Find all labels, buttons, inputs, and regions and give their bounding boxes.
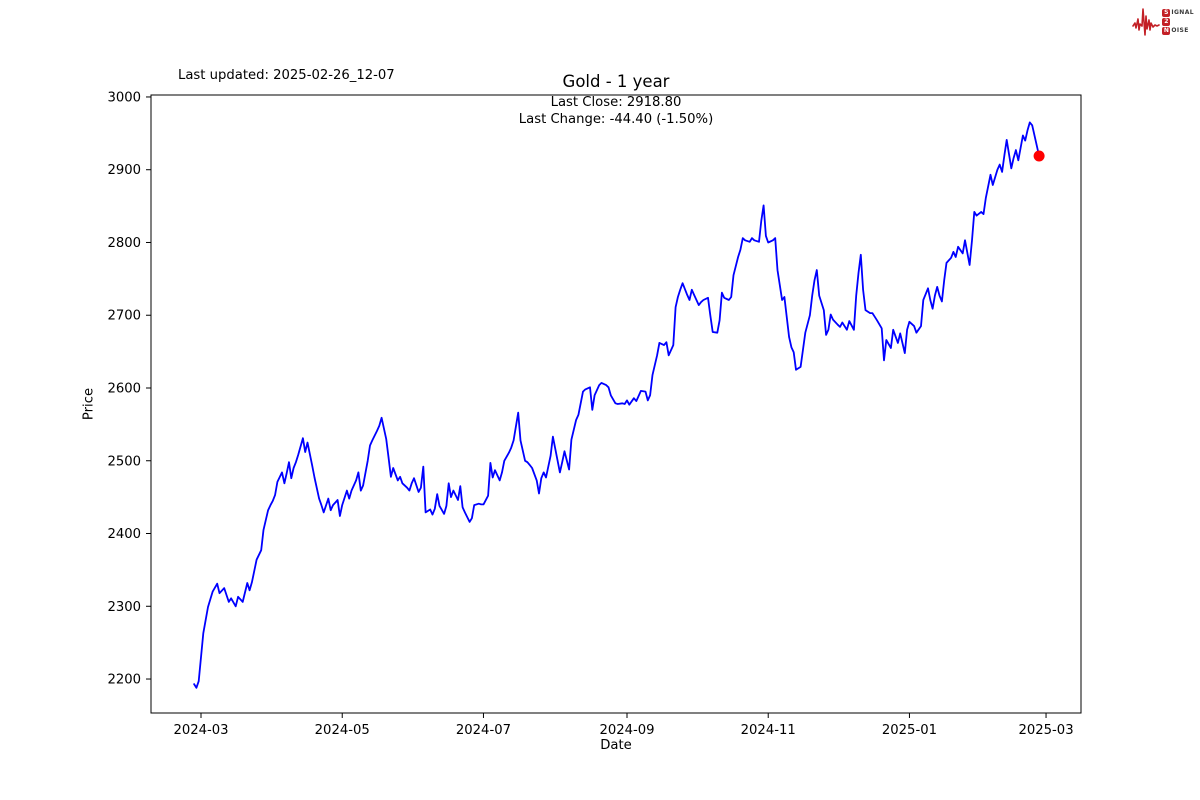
last-close-annotation: Last Close: 2918.80 — [550, 95, 682, 110]
y-tick-label: 2700 — [107, 309, 141, 324]
y-tick-label: 3000 — [107, 90, 141, 105]
gold-price-line — [193, 121, 1040, 689]
y-tick-label: 2500 — [107, 454, 141, 469]
y-tick-label: 2800 — [107, 236, 141, 251]
y-tick-label: 2600 — [107, 381, 141, 396]
logo-badge-n: N — [1162, 27, 1171, 35]
x-tick-label: 2024-07 — [456, 723, 511, 738]
logo-text-oise: OISE — [1171, 27, 1189, 34]
last-price-marker — [1033, 150, 1045, 162]
logo-text-ignal: IGNAL — [1171, 9, 1194, 16]
last-change-annotation: Last Change: -44.40 (-1.50%) — [518, 112, 714, 127]
x-tick-label: 2024-03 — [173, 723, 228, 738]
x-tick-label: 2025-03 — [1018, 723, 1073, 738]
x-tick-label: 2024-05 — [315, 723, 370, 738]
x-tick-label: 2024-11 — [741, 723, 796, 738]
last-updated-text: Last updated: 2025-02-26_12-07 — [178, 68, 395, 83]
x-tick-label: 2025-01 — [882, 723, 937, 738]
heartbeat-waveform-icon — [1132, 8, 1161, 36]
x-tick-label: 2024-09 — [599, 723, 654, 738]
y-tick-label: 2900 — [107, 163, 141, 178]
signal2noise-logo: S IGNAL 2 N OISE — [1132, 4, 1194, 40]
plot-border — [150, 94, 1082, 714]
y-tick-label: 2300 — [107, 600, 141, 615]
y-tick-label: 2200 — [107, 673, 141, 688]
x-axis-label: Date — [600, 738, 632, 753]
logo-badge-2: 2 — [1162, 18, 1171, 26]
chart-title: Gold - 1 year — [562, 72, 670, 91]
logo-badge-s: S — [1162, 9, 1171, 17]
y-tick-label: 2400 — [107, 527, 141, 542]
y-axis-label: Price — [81, 387, 97, 421]
logo-wordmark: S IGNAL 2 N OISE — [1162, 9, 1194, 35]
